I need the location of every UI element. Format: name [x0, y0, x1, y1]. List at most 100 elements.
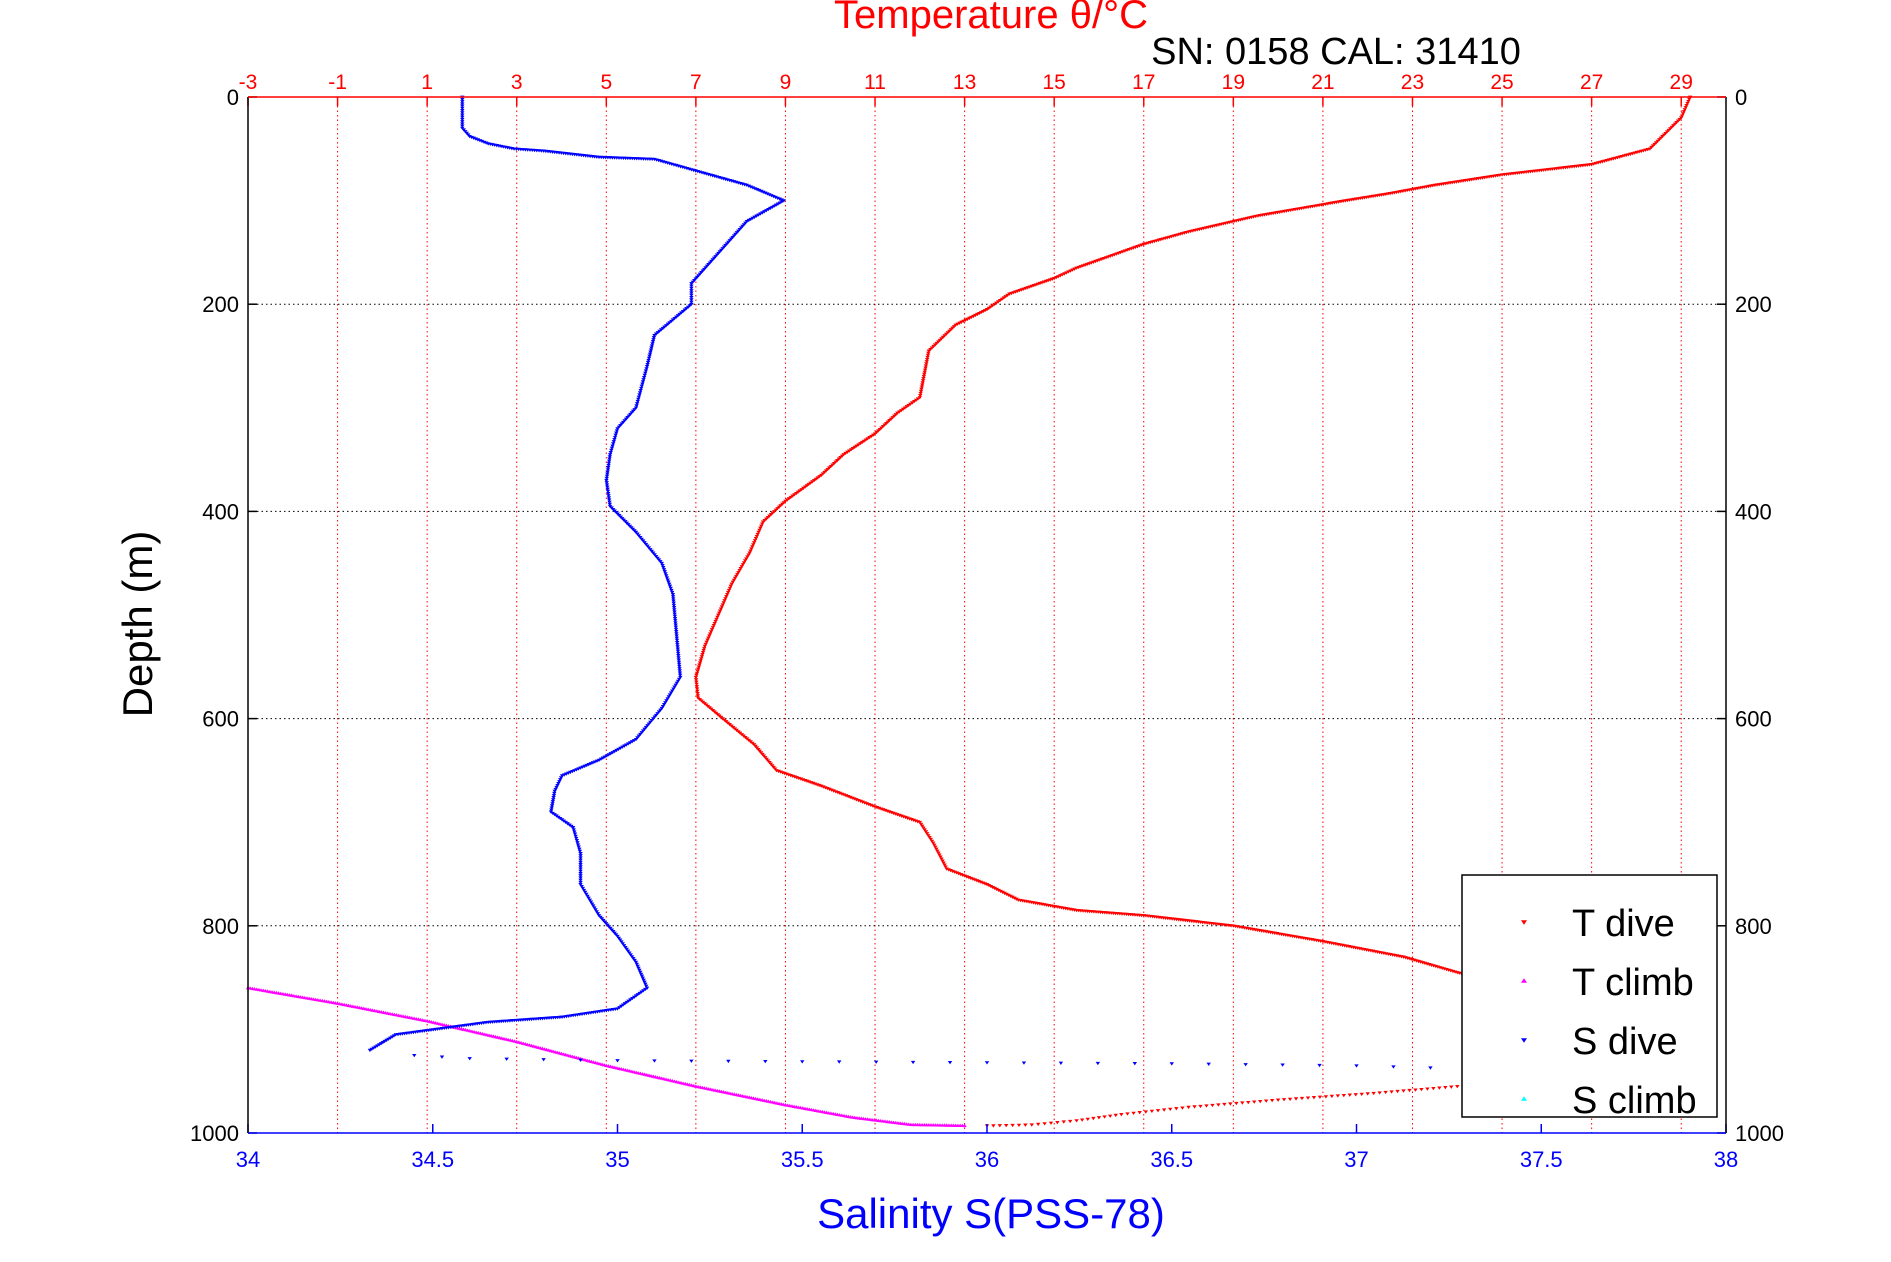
data-point	[614, 748, 619, 753]
data-point	[578, 865, 583, 869]
x-axis-title: Salinity S(PSS-78)	[817, 1190, 1165, 1237]
data-point	[698, 659, 703, 663]
data-point	[619, 940, 624, 944]
data-point	[622, 744, 627, 748]
data-point	[640, 539, 646, 543]
data-point	[726, 588, 732, 593]
data-point	[980, 310, 986, 314]
data-point	[1206, 1062, 1211, 1066]
data-point	[629, 740, 635, 744]
data-point	[606, 753, 611, 757]
data-point	[582, 890, 588, 895]
data-point	[649, 719, 654, 723]
data-point	[652, 553, 657, 557]
data-point	[555, 783, 560, 788]
data-point	[670, 689, 675, 693]
data-point	[1061, 1120, 1066, 1124]
data-point	[712, 621, 717, 626]
data-point	[588, 762, 594, 766]
data-point	[664, 699, 669, 703]
data-point	[924, 832, 930, 836]
data-point	[644, 984, 649, 988]
data-point	[699, 657, 704, 661]
data-point	[1258, 1099, 1263, 1104]
data-point	[1095, 1061, 1101, 1066]
data-point	[1096, 1116, 1102, 1120]
data-point	[757, 528, 762, 533]
data-point	[460, 102, 465, 106]
data-point	[644, 367, 649, 371]
data-point	[922, 368, 928, 372]
data-point	[677, 673, 683, 677]
data-point	[563, 772, 569, 776]
data-point	[929, 839, 935, 844]
data-point	[386, 1037, 391, 1041]
data-point	[611, 440, 617, 444]
data-point	[1010, 1123, 1015, 1128]
data-point	[697, 661, 703, 665]
depth-tick-label-right: 0	[1735, 85, 1747, 110]
data-point	[1132, 1062, 1137, 1066]
data-point	[873, 1060, 879, 1064]
data-point	[648, 348, 654, 352]
salinity-tick-label: 36	[975, 1147, 999, 1172]
data-point	[636, 734, 642, 738]
data-point	[645, 544, 650, 548]
data-point	[975, 312, 980, 317]
data-point	[1281, 1098, 1287, 1102]
data-point	[710, 626, 716, 630]
data-point	[604, 754, 610, 758]
data-point	[592, 760, 598, 764]
data-point	[643, 542, 649, 547]
data-point	[625, 949, 631, 953]
data-point	[1377, 1091, 1382, 1095]
data-point	[920, 824, 925, 828]
data-point	[674, 638, 680, 643]
data-point	[704, 640, 709, 644]
depth-tick-label: 1000	[190, 1121, 239, 1146]
data-point	[1067, 1119, 1073, 1124]
data-point	[1359, 1092, 1364, 1097]
data-point	[941, 861, 946, 865]
data-point	[642, 541, 647, 545]
data-point	[725, 590, 731, 595]
data-point	[460, 113, 465, 117]
data-point	[627, 741, 633, 745]
legend-label: T dive	[1572, 903, 1675, 945]
data-point	[689, 286, 694, 291]
data-point	[578, 883, 583, 887]
data-point	[607, 455, 613, 459]
data-point	[391, 1034, 397, 1038]
data-point	[694, 682, 699, 687]
salinity-tick-label: 34.5	[411, 1147, 454, 1172]
data-point	[594, 759, 600, 763]
data-point	[578, 1058, 583, 1062]
data-point	[779, 200, 785, 204]
data-point	[716, 611, 722, 615]
data-point	[638, 970, 643, 975]
data-point	[674, 634, 679, 638]
data-point	[620, 745, 625, 749]
data-point	[582, 764, 587, 769]
data-point	[571, 828, 576, 832]
data-point	[1335, 1094, 1341, 1098]
temperature-tick-label: 29	[1670, 71, 1693, 94]
data-point	[936, 851, 941, 855]
data-point	[1125, 1112, 1130, 1116]
data-point	[1269, 1099, 1275, 1103]
salinity-tick-label: 35	[605, 1147, 629, 1172]
temperature-tick-label: 3	[511, 71, 523, 94]
data-point	[1371, 1091, 1376, 1096]
data-point	[744, 557, 749, 561]
data-point	[733, 574, 739, 579]
temperature-tick-label: 11	[864, 71, 886, 94]
data-point	[551, 793, 557, 798]
data-point	[1246, 1100, 1251, 1105]
data-point	[651, 338, 656, 342]
data-point	[578, 876, 583, 880]
data-point	[606, 494, 611, 498]
data-point	[604, 481, 609, 485]
data-point	[918, 391, 923, 396]
data-point	[596, 758, 602, 763]
